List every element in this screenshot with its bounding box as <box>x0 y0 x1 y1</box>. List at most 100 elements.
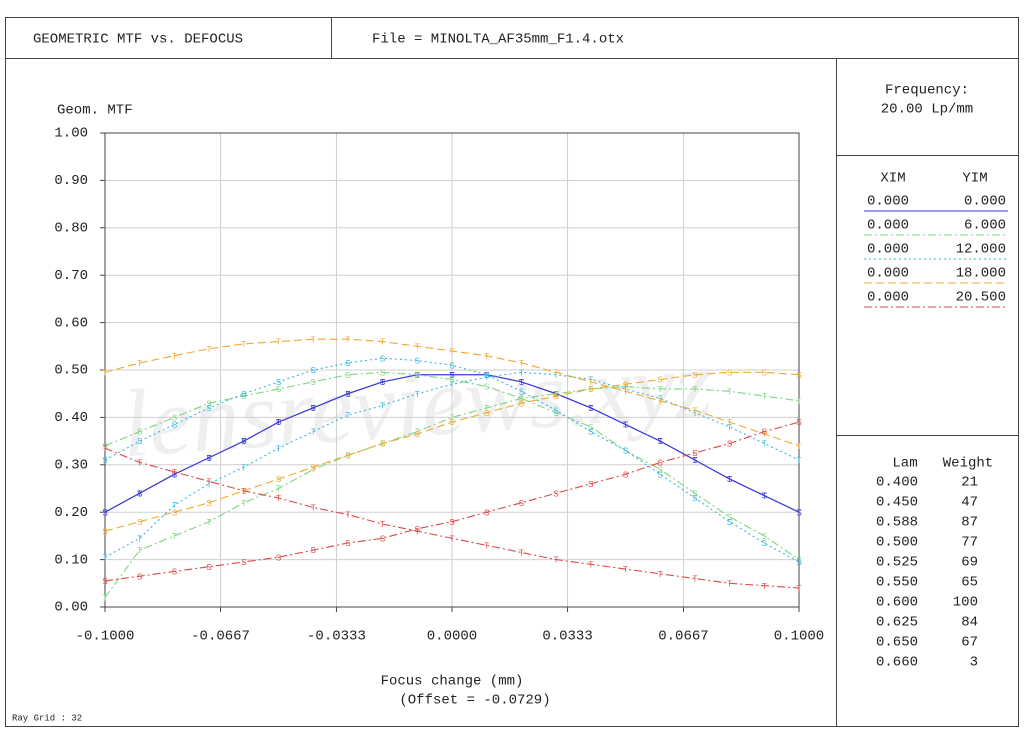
point-marker: T <box>207 518 212 527</box>
point-marker: T <box>484 404 489 413</box>
point-marker: S <box>484 371 489 380</box>
point-marker: T <box>345 411 350 420</box>
point-marker: T <box>241 499 246 508</box>
x-axis-sublabel: (Offset = -0.0729) <box>399 693 550 709</box>
point-marker: T <box>623 383 628 392</box>
field-xim: 0.000 <box>867 266 909 282</box>
point-marker: S <box>623 447 628 456</box>
point-marker: T <box>762 392 767 401</box>
point-marker: T <box>692 409 697 418</box>
point-marker: T <box>311 404 316 413</box>
point-marker: S <box>172 508 177 517</box>
point-marker: S <box>415 371 420 380</box>
point-marker: S <box>484 508 489 517</box>
point-marker: T <box>554 368 559 377</box>
point-marker: T <box>172 468 177 477</box>
point-marker: S <box>658 466 663 475</box>
y-tick-label: 1.00 <box>54 126 88 142</box>
point-marker: T <box>623 385 628 394</box>
weight: 87 <box>961 515 978 531</box>
point-marker: S <box>449 418 454 427</box>
point-marker: S <box>241 390 246 399</box>
weight: 69 <box>961 555 978 571</box>
plot: 0.00 0.10 0.20 0.30 0.40 0.50 0.60 0.70 0.80 0.90… <box>54 126 824 645</box>
point-marker: S <box>415 525 420 534</box>
point-marker: T <box>137 546 142 555</box>
point-marker: S <box>380 440 385 449</box>
point-marker: S <box>658 459 663 468</box>
point-marker: S <box>172 414 177 423</box>
point-marker: S <box>276 418 281 427</box>
point-marker: T <box>137 489 142 498</box>
x-tick-label: -0.1000 <box>76 629 135 645</box>
point-marker: T <box>762 430 767 439</box>
point-marker: S <box>276 475 281 484</box>
point-marker: S <box>519 378 524 387</box>
point-marker: S <box>692 449 697 458</box>
wavelength: 0.550 <box>876 575 918 591</box>
point-marker: S <box>553 406 558 415</box>
point-marker: T <box>241 437 246 446</box>
field-yim: 20.500 <box>956 290 1006 306</box>
y-axis-label: Geom. MTF <box>57 103 133 119</box>
point-marker: T <box>276 485 281 494</box>
point-marker: S <box>449 376 454 385</box>
weight: 67 <box>961 635 978 651</box>
weight: 77 <box>961 535 978 551</box>
weight: 47 <box>961 495 978 511</box>
point-marker: T <box>727 418 732 427</box>
series-line <box>104 421 800 582</box>
point-marker: S <box>172 568 177 577</box>
point-marker: T <box>797 508 802 517</box>
point-marker: T <box>207 454 212 463</box>
point-marker: S <box>553 489 558 498</box>
point-marker: S <box>623 380 628 389</box>
point-marker: T <box>345 335 350 344</box>
point-marker: S <box>727 368 732 377</box>
point-marker: S <box>415 357 420 366</box>
point-marker: S <box>137 518 142 527</box>
report-title: GEOMETRIC MTF vs. DEFOCUS <box>33 32 243 48</box>
point-marker: T <box>380 378 385 387</box>
point-marker: S <box>692 489 697 498</box>
point-marker: S <box>796 371 801 380</box>
file-name: File = MINOLTA_AF35mm_F1.4.otx <box>372 32 624 48</box>
point-marker: S <box>553 390 558 399</box>
point-marker: T <box>623 387 628 396</box>
point-marker: S <box>345 371 350 380</box>
point-marker: T <box>137 534 142 543</box>
point-marker: T <box>484 371 489 380</box>
point-marker: T <box>519 549 524 558</box>
point-marker: S <box>276 553 281 562</box>
series-line <box>104 338 800 447</box>
wavelength: 0.450 <box>876 495 918 511</box>
point-marker: T <box>554 556 559 565</box>
point-marker: T <box>484 373 489 382</box>
frequency: 20.00 Lp/mm <box>881 102 973 118</box>
field-yim: 6.000 <box>964 218 1006 234</box>
point-marker: T <box>727 423 732 432</box>
point-marker: T <box>172 532 177 541</box>
point-marker: S <box>484 383 489 392</box>
point-marker: T <box>658 397 663 406</box>
point-marker: S <box>311 404 316 413</box>
point-marker: S <box>206 563 211 572</box>
x-tick-label: 0.0333 <box>542 629 592 645</box>
frequency-label: Frequency: <box>885 83 969 99</box>
point-marker: S <box>380 534 385 543</box>
point-marker: S <box>692 494 697 503</box>
point-marker: S <box>553 409 558 418</box>
wavelength: 0.400 <box>876 475 918 491</box>
point-marker: T <box>415 390 420 399</box>
weight: 65 <box>961 575 978 591</box>
point-marker: T <box>276 494 281 503</box>
wavelength: 0.650 <box>876 635 918 651</box>
series-line <box>104 371 800 561</box>
point-marker: S <box>311 546 316 555</box>
point-marker: S <box>796 558 801 567</box>
point-marker: T <box>415 371 420 380</box>
point-marker: T <box>241 463 246 472</box>
point-marker: T <box>588 385 593 394</box>
point-marker: T <box>554 371 559 380</box>
